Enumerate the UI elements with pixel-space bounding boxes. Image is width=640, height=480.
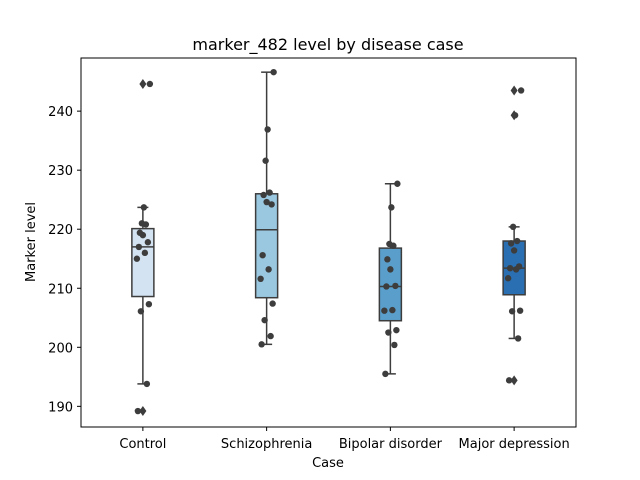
plot-area: [131, 68, 526, 417]
y-axis-label: Marker level: [24, 202, 39, 282]
data-point: [509, 223, 517, 231]
data-point: [262, 157, 269, 164]
y-tick-label: 190: [48, 400, 73, 415]
data-point: [257, 275, 264, 283]
y-tick-label: 220: [48, 223, 73, 238]
data-point: [136, 229, 144, 236]
data-point: [514, 335, 522, 342]
data-point: [382, 370, 389, 378]
data-point: [381, 307, 388, 314]
data-point: [515, 263, 523, 270]
data-point: [143, 380, 151, 388]
data-point: [264, 126, 271, 133]
data-point: [269, 300, 276, 307]
data-point: [258, 341, 265, 348]
data-point: [270, 68, 277, 76]
data-point: [261, 316, 268, 324]
outlier-marker: [510, 85, 518, 96]
data-point: [141, 249, 149, 257]
y-tick-label: 210: [48, 282, 73, 297]
data-point: [384, 256, 391, 263]
data-point: [137, 308, 145, 315]
y-tick-label: 240: [48, 105, 73, 120]
data-point: [265, 266, 272, 273]
data-point: [507, 240, 515, 247]
x-tick-label: Control: [119, 437, 166, 452]
y-tick-label: 230: [48, 164, 73, 179]
box-iqr: [378, 247, 403, 322]
data-point: [385, 329, 392, 336]
data-point: [389, 306, 396, 314]
box-iqr: [254, 193, 279, 299]
data-point: [144, 239, 152, 246]
x-tick-label: Bipolar disorder: [339, 437, 443, 452]
data-point: [516, 307, 524, 314]
data-point: [140, 204, 148, 211]
data-point: [260, 191, 267, 199]
data-point: [263, 198, 270, 206]
data-point: [135, 243, 143, 251]
data-point: [133, 255, 141, 262]
data-point: [510, 247, 518, 254]
data-point: [388, 204, 395, 211]
data-point: [517, 87, 525, 94]
box-group: [502, 85, 526, 386]
data-point: [391, 341, 398, 349]
data-point: [511, 112, 519, 119]
data-point: [266, 189, 273, 196]
data-point: [134, 407, 142, 415]
box-group: [131, 78, 155, 417]
box-iqr: [131, 227, 155, 298]
data-point: [505, 377, 513, 384]
outlier-marker: [139, 406, 147, 417]
data-point: [506, 264, 514, 272]
data-point: [504, 275, 512, 282]
data-point: [393, 326, 400, 334]
data-point: [268, 201, 275, 208]
chart-title: marker_482 level by disease case: [192, 35, 463, 55]
data-point: [145, 300, 153, 308]
data-point: [508, 308, 516, 315]
x-axis-label: Case: [312, 456, 344, 471]
x-tick-label: Major depression: [459, 437, 570, 452]
data-point: [267, 332, 274, 340]
data-point: [394, 180, 401, 187]
box-group: [378, 180, 403, 378]
plot-frame: [80, 57, 577, 428]
outlier-marker: [510, 375, 518, 386]
data-point: [383, 283, 390, 290]
data-point: [513, 237, 521, 245]
y-tick-label: 200: [48, 341, 73, 356]
data-point: [387, 266, 394, 273]
data-point: [392, 282, 399, 290]
data-point: [259, 251, 266, 259]
data-point: [146, 80, 154, 88]
axes: 190 200 210 220 230 240 Control Schizophrenia Bi…: [48, 105, 570, 452]
x-tick-label: Schizophrenia: [221, 437, 312, 452]
data-point: [386, 240, 393, 248]
outlier-marker: [139, 78, 147, 89]
box-group: [254, 68, 279, 348]
data-point: [138, 220, 146, 227]
